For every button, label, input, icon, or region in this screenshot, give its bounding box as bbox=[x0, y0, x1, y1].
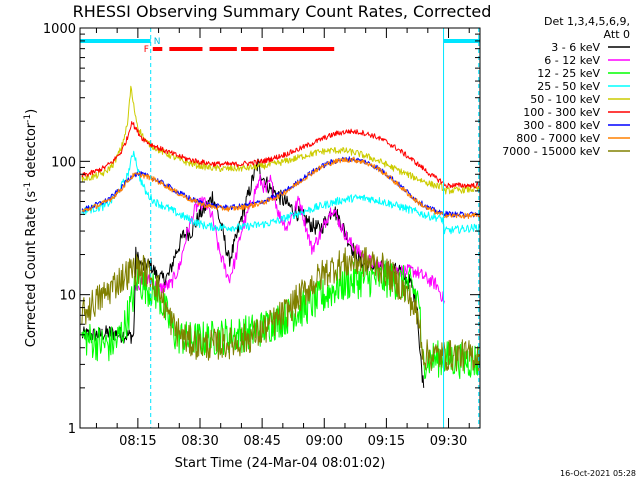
axes: 1 10 100 1000 08:15 08:30 08:45 09:00 09:15 09:30 bbox=[43, 22, 481, 449]
legend-label-7: 300 - 800 keV bbox=[523, 119, 600, 132]
legend-header-line-2: Att 0 bbox=[604, 28, 630, 41]
y-tick-label-2: 10 bbox=[59, 289, 76, 304]
series-layer bbox=[81, 85, 481, 388]
plot-frame bbox=[79, 27, 481, 429]
legend-label-5: 50 - 100 keV bbox=[530, 93, 600, 106]
legend-label-6: 100 - 300 keV bbox=[523, 106, 600, 119]
y-axis-label: Corrected Count Rate (s-1 detector-1) bbox=[23, 109, 39, 347]
chart-title: RHESSI Observing Summary Count Rates, Co… bbox=[73, 2, 492, 21]
flare-marker: F bbox=[144, 45, 149, 55]
series-line-6 bbox=[81, 121, 481, 189]
legend-label-1: 3 - 6 keV bbox=[551, 41, 600, 54]
x-tick-label-1: 08:15 bbox=[119, 434, 156, 449]
x-tick-label-6: 09:30 bbox=[430, 434, 467, 449]
x-tick-label-2: 08:30 bbox=[181, 434, 218, 449]
series-line-9 bbox=[81, 245, 481, 372]
series-line-5 bbox=[81, 85, 480, 195]
legend-header-line-1: Det 1,3,4,5,6,9, bbox=[544, 15, 630, 28]
legend-label-4: 25 - 50 keV bbox=[537, 80, 600, 93]
x-tick-label-3: 08:45 bbox=[243, 434, 280, 449]
y-tick-label-3: 100 bbox=[51, 155, 76, 170]
series-line-4 bbox=[81, 150, 481, 235]
night-marker: N bbox=[154, 37, 161, 47]
x-tick-label-4: 09:00 bbox=[306, 434, 343, 449]
x-axis-label: Start Time (24-Mar-04 08:01:02) bbox=[175, 456, 386, 471]
y-tick-label-4: 1000 bbox=[43, 22, 76, 37]
series-line-3 bbox=[81, 260, 481, 380]
timestamp-label: 16-Oct-2021 05:28 bbox=[560, 469, 636, 478]
legend-label-9: 7000 - 15000 keV bbox=[502, 145, 600, 158]
plot-background bbox=[80, 28, 480, 428]
legend-label-8: 800 - 7000 keV bbox=[516, 132, 600, 145]
series-line-8 bbox=[81, 156, 481, 219]
legend-label-3: 12 - 25 keV bbox=[537, 67, 600, 80]
overlay-layer: NF bbox=[79, 28, 480, 428]
legend-label-2: 6 - 12 keV bbox=[544, 54, 600, 67]
plot-area bbox=[80, 28, 480, 428]
x-tick-label-5: 09:15 bbox=[368, 434, 405, 449]
y-tick-label-1: 1 bbox=[68, 422, 76, 437]
